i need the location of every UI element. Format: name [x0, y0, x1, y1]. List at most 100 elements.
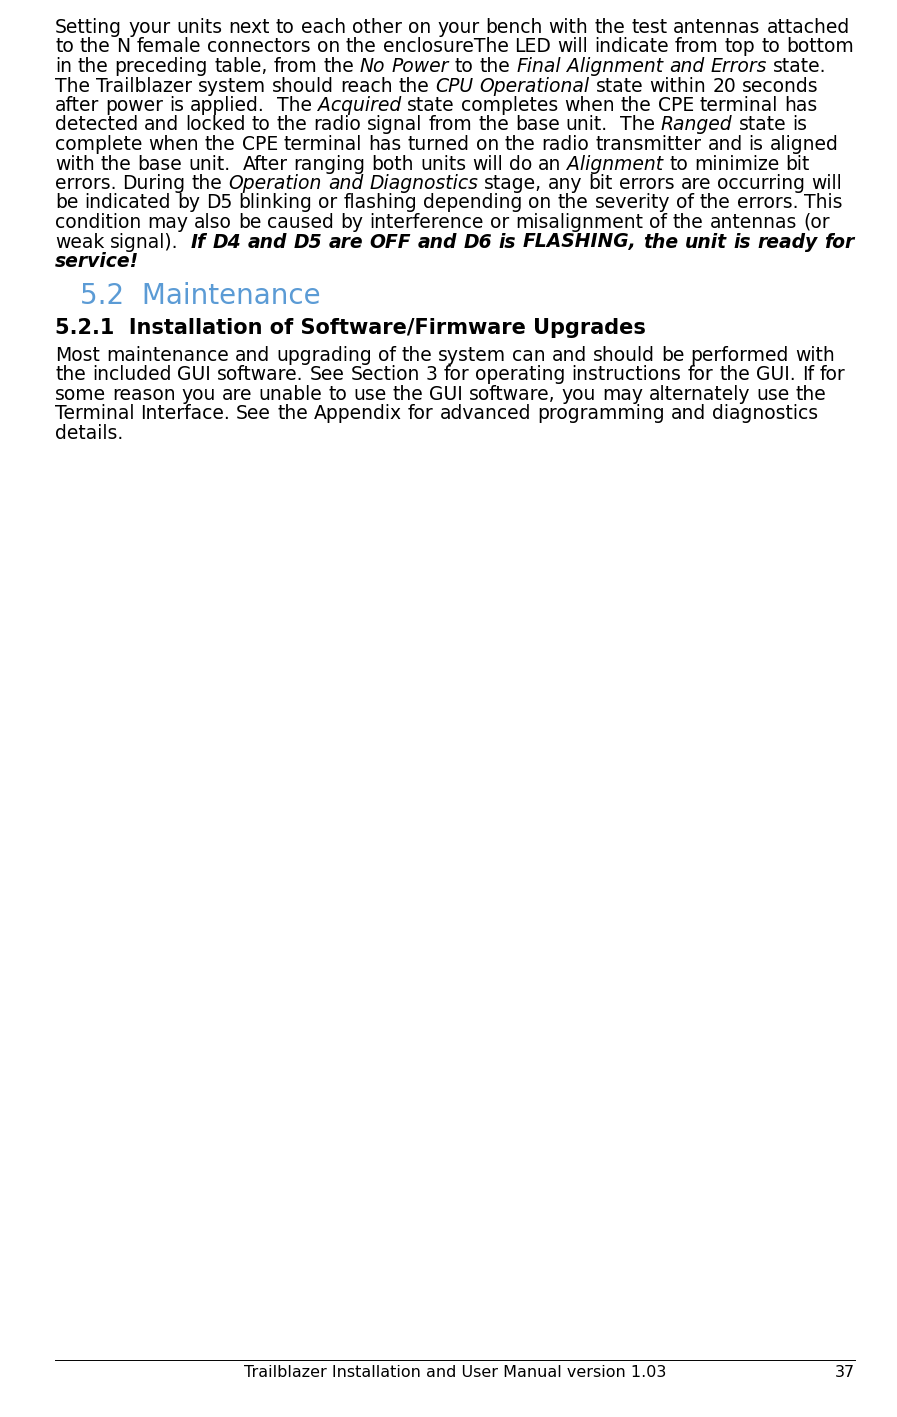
Text: next: next: [229, 18, 270, 37]
Text: after: after: [55, 96, 100, 115]
Text: and: and: [248, 232, 287, 251]
Text: is: is: [749, 135, 763, 154]
Text: connectors: connectors: [207, 37, 310, 57]
Text: Trailblazer: Trailblazer: [96, 77, 192, 95]
Text: can: can: [512, 346, 546, 364]
Text: D4: D4: [213, 232, 241, 251]
Text: the: the: [346, 37, 377, 57]
Text: If: If: [802, 366, 814, 384]
Text: from: from: [274, 57, 318, 77]
Text: Alignment: Alignment: [567, 57, 663, 77]
Text: Power: Power: [391, 57, 448, 77]
Text: the: the: [402, 346, 432, 364]
Text: when: when: [148, 135, 199, 154]
Text: with: with: [795, 346, 835, 364]
Text: aligned: aligned: [770, 135, 839, 154]
Text: to: to: [762, 37, 780, 57]
Text: See: See: [309, 366, 344, 384]
Text: or: or: [318, 194, 337, 213]
Text: also: also: [195, 213, 232, 232]
Text: ranging: ranging: [293, 154, 365, 173]
Text: turned: turned: [407, 135, 470, 154]
Text: signal: signal: [367, 116, 422, 135]
Text: units: units: [420, 154, 466, 173]
Text: minimize: minimize: [694, 154, 779, 173]
Text: FLASHING,: FLASHING,: [523, 232, 637, 251]
Text: GUI: GUI: [429, 384, 463, 404]
Text: maintenance: maintenance: [106, 346, 229, 364]
Text: to: to: [276, 18, 294, 37]
Text: diagnostics: diagnostics: [712, 404, 818, 424]
Text: and: and: [552, 346, 588, 364]
Text: top: top: [725, 37, 755, 57]
Text: for: for: [444, 366, 469, 384]
Text: occurring: occurring: [717, 174, 805, 193]
Text: any: any: [548, 174, 582, 193]
Text: base: base: [515, 116, 560, 135]
Text: within: within: [649, 77, 706, 95]
Text: the: the: [277, 116, 308, 135]
Text: your: your: [437, 18, 479, 37]
Text: test: test: [631, 18, 667, 37]
Text: condition: condition: [55, 213, 141, 232]
Text: 5.2.1  Installation of Software/Firmware Upgrades: 5.2.1 Installation of Software/Firmware …: [55, 319, 646, 339]
Text: of: of: [649, 213, 666, 232]
Text: and: and: [669, 57, 704, 77]
Text: the: the: [55, 366, 86, 384]
Text: your: your: [128, 18, 170, 37]
Text: errors.: errors.: [55, 174, 117, 193]
Text: details.: details.: [55, 424, 123, 442]
Text: are: are: [328, 232, 363, 251]
Text: unit.: unit.: [566, 116, 608, 135]
Text: may: may: [602, 384, 643, 404]
Text: No: No: [360, 57, 386, 77]
Text: some: some: [55, 384, 106, 404]
Text: CPE: CPE: [242, 135, 278, 154]
Text: The: The: [620, 116, 655, 135]
Text: when: when: [564, 96, 614, 115]
Text: an: an: [538, 154, 562, 173]
Text: be: be: [238, 213, 262, 232]
Text: bench: bench: [485, 18, 543, 37]
Text: both: both: [371, 154, 414, 173]
Text: and: and: [671, 404, 706, 424]
Text: CPE: CPE: [658, 96, 694, 115]
Text: the: the: [80, 37, 110, 57]
Text: you: you: [562, 384, 596, 404]
Text: or: or: [490, 213, 509, 232]
Text: indicated: indicated: [84, 194, 170, 213]
Text: with: with: [55, 154, 95, 173]
Text: performed: performed: [691, 346, 789, 364]
Text: GUI: GUI: [178, 366, 211, 384]
Text: Trailblazer Installation and User Manual version 1.03: Trailblazer Installation and User Manual…: [244, 1365, 666, 1380]
Text: The: The: [277, 96, 312, 115]
Text: the: the: [392, 384, 423, 404]
Text: units: units: [176, 18, 222, 37]
Text: to: to: [455, 57, 474, 77]
Text: and: and: [235, 346, 270, 364]
Text: base: base: [137, 154, 182, 173]
Text: ready: ready: [757, 232, 817, 251]
Text: 3: 3: [426, 366, 438, 384]
Text: programming: programming: [537, 404, 665, 424]
Text: state.: state.: [772, 57, 826, 77]
Text: for: for: [408, 404, 434, 424]
Text: operating: operating: [475, 366, 566, 384]
Text: Errors: Errors: [710, 57, 767, 77]
Text: be: be: [661, 346, 684, 364]
Text: terminal: terminal: [700, 96, 779, 115]
Text: If: If: [191, 232, 206, 251]
Text: may: may: [147, 213, 188, 232]
Text: flashing: flashing: [344, 194, 417, 213]
Text: weak: weak: [55, 232, 104, 251]
Text: use: use: [353, 384, 387, 404]
Text: included: included: [91, 366, 171, 384]
Text: each: each: [300, 18, 345, 37]
Text: This: This: [804, 194, 842, 213]
Text: Acquired: Acquired: [318, 96, 401, 115]
Text: Appendix: Appendix: [314, 404, 402, 424]
Text: bottom: bottom: [786, 37, 854, 57]
Text: software.: software.: [217, 366, 303, 384]
Text: in: in: [55, 57, 72, 77]
Text: do: do: [509, 154, 532, 173]
